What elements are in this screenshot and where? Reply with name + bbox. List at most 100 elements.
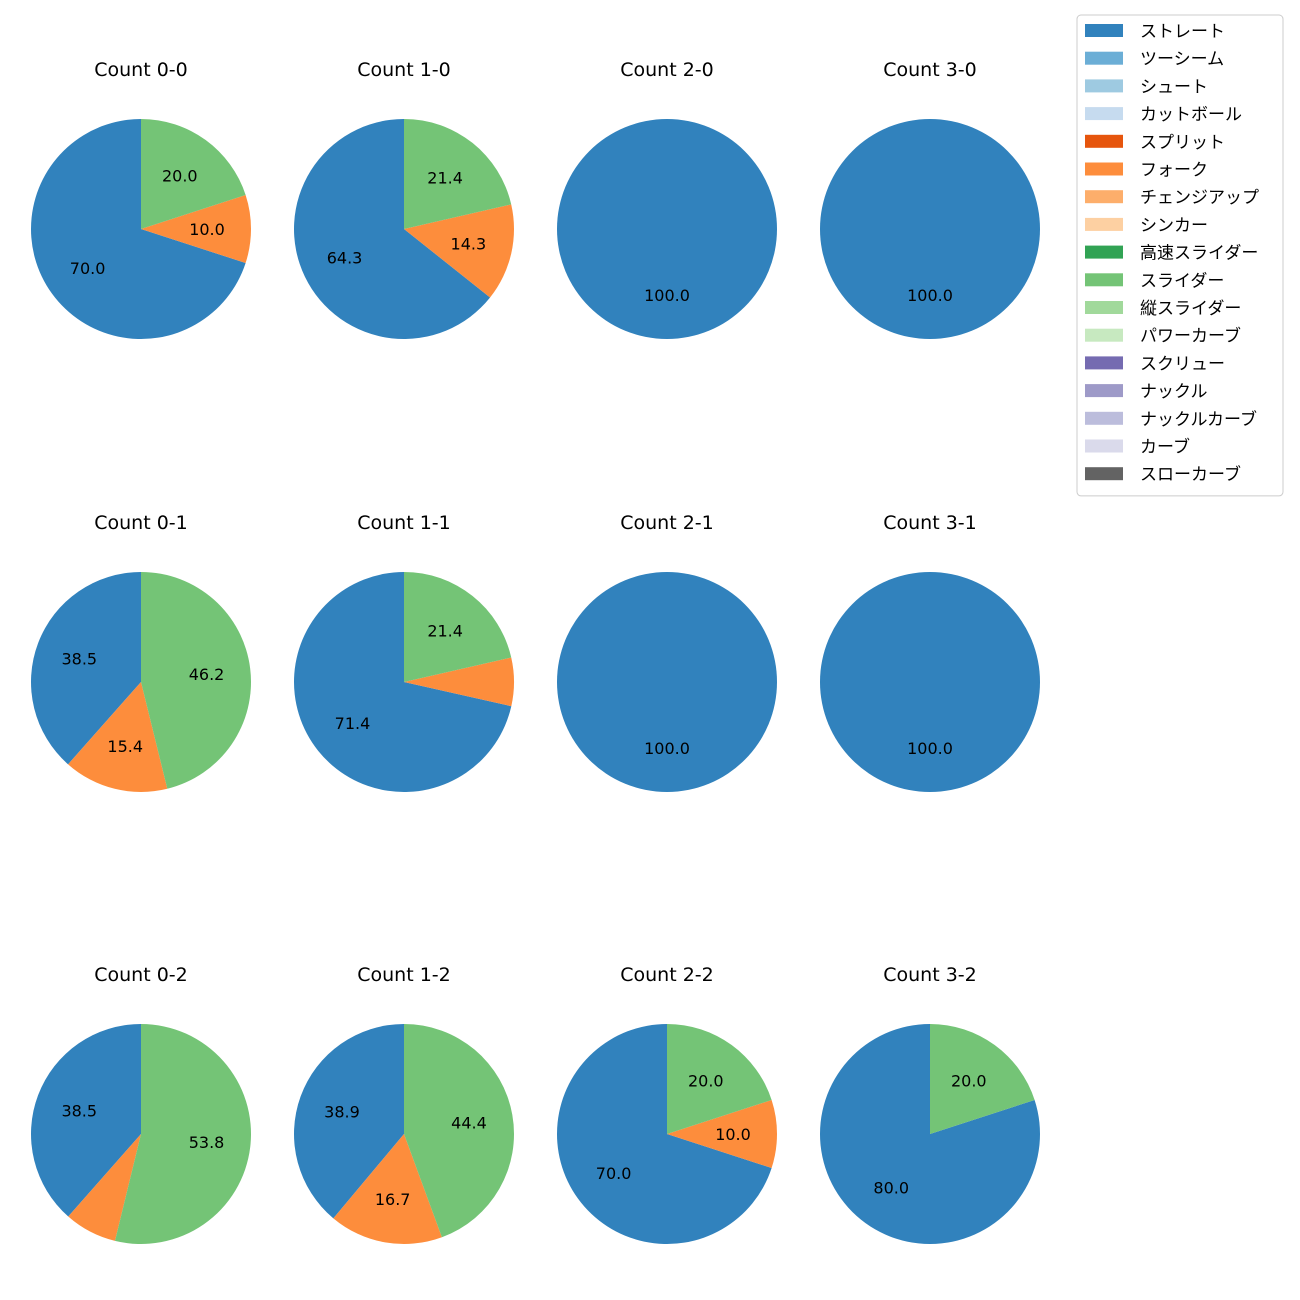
legend-label: 縦スライダー [1140,299,1241,319]
legend-swatch [1085,467,1123,481]
legend-label: シュート [1140,77,1208,97]
legend-swatch [1085,439,1123,453]
pie-slice-label: 16.7 [375,1190,411,1209]
pie-slice-ストレート [557,119,777,339]
legend-swatch [1085,245,1123,259]
legend-item: スクリュー [1085,354,1225,374]
pie-slice-フォーク [68,682,168,792]
pie-count-2-2: Count 2-2 70.0 10.0 20.0 [556,964,777,1244]
pie-count-1-2: Count 1-2 38.9 16.7 44.4 [294,964,515,1244]
legend-item: 縦スライダー [1085,299,1241,319]
pie-slice-label: 46.2 [189,665,225,684]
pie-count-0-1: Count 0-1 38.5 15.4 46.2 [30,512,251,792]
pie-slice-label: 100.0 [907,739,953,758]
legend-label: ストレート [1140,22,1225,42]
pie-slice-スライダー [930,1024,1035,1134]
legend-swatch [1085,411,1123,425]
pie-slice-フォーク [404,657,514,707]
pie-slice-ストレート [293,572,512,792]
pie-slice-label: 21.4 [427,621,463,640]
pie-count-0-0: Count 0-0 70.0 10.0 20.0 [30,59,251,339]
pie-slice-スライダー [667,1024,772,1134]
pie-count-2-1: Count 2-1 100.0 [557,512,777,792]
legend-swatch [1085,384,1123,398]
pie-slice-label: 38.5 [61,650,97,669]
legend: ストレートツーシームシュートカットボールスプリットフォークチェンジアップシンカー… [1076,14,1284,497]
pie-slice-label: 15.4 [107,737,143,756]
legend-swatch [1085,301,1123,314]
pie-slice-ストレート [820,572,1040,792]
legend-item: フォーク [1085,161,1208,181]
legend-label: チェンジアップ [1140,188,1259,208]
pie-slice-label: 70.0 [70,259,106,278]
legend-item: スローカーブ [1085,464,1241,485]
pie-count-1-0: Count 1-0 64.3 14.3 21.4 [294,59,514,339]
legend-label: スクリュー [1140,354,1225,374]
pie-slice-フォーク [667,1100,777,1168]
pie-slice-label: 38.5 [61,1102,97,1121]
legend-swatch [1085,356,1123,370]
pie-count-2-0: Count 2-0 100.0 [557,59,777,339]
pie-title: Count 1-0 [357,59,451,81]
pie-slice-ストレート [30,119,246,339]
legend-swatch [1085,190,1123,204]
pie-title: Count 3-2 [883,964,977,986]
pie-count-1-1: Count 1-1 71.4 21.4 [293,512,514,792]
legend-item: カーブ [1085,437,1190,458]
legend-swatch [1085,24,1123,37]
legend-label: ツーシーム [1140,50,1224,70]
pie-slice-label: 20.0 [688,1072,724,1091]
legend-swatch [1085,51,1123,65]
legend-swatch [1085,162,1123,176]
legend-swatch [1085,79,1123,93]
pie-slice-label: 10.0 [715,1125,751,1144]
pie-slice-ストレート [30,572,141,765]
legend-label: パワーカーブ [1140,326,1241,347]
legend-item: ツーシーム [1085,50,1224,70]
pie-slice-label: 38.9 [324,1102,360,1121]
pie-title: Count 3-1 [883,512,977,534]
pie-charts: Count 0-0 70.0 10.0 20.0 Count 1-0 64.3 14.3 21… [30,59,1040,1245]
pie-count-3-1: Count 3-1 100.0 [820,512,1040,792]
pie-slice-label: 14.3 [451,235,487,254]
pie-title: Count 1-2 [357,964,451,986]
pie-slice-フォーク [333,1134,442,1244]
legend-label: 高速スライダー [1140,244,1258,264]
pie-title: Count 3-0 [883,59,977,81]
pie-slice-label: 20.0 [951,1072,987,1091]
legend-item: パワーカーブ [1085,326,1241,347]
pie-slice-フォーク [141,195,251,263]
pie-slice-label: 100.0 [644,286,690,305]
pie-slice-label: 100.0 [907,286,953,305]
legend-label: カーブ [1140,437,1190,458]
pie-slice-ストレート [557,572,777,792]
legend-frame [1076,14,1284,497]
pie-slice-ストレート [820,119,1040,339]
legend-item: スライダー [1085,271,1224,291]
pie-slice-スライダー [141,119,246,229]
pie-slice-label: 100.0 [644,739,690,758]
pie-slice-フォーク [404,204,514,298]
pie-title: Count 0-2 [94,964,188,986]
pie-slice-label: 70.0 [596,1164,632,1183]
legend-item: チェンジアップ [1085,188,1259,208]
pie-count-0-2: Count 0-2 38.5 53.8 [31,964,251,1244]
pie-count-3-2: Count 3-2 80.0 20.0 [819,964,1040,1245]
pie-title: Count 2-2 [620,964,714,986]
pie-slice-label: 10.0 [189,220,225,239]
pie-slice-スライダー [114,1024,251,1244]
pie-slice-label: 53.8 [189,1133,225,1152]
legend-swatch [1085,107,1123,121]
legend-item: ナックルカーブ [1085,409,1257,430]
pie-slice-ストレート [31,1024,141,1217]
legend-label: フォーク [1140,161,1208,181]
pie-slice-label: 80.0 [873,1178,909,1197]
legend-label: ナックル [1140,382,1208,402]
legend-item: ナックル [1085,382,1208,402]
pie-slice-ストレート [294,119,491,339]
pie-title: Count 2-0 [620,59,714,81]
pie-slice-label: 64.3 [327,249,363,268]
pie-slice-スライダー [404,1024,515,1238]
legend-item: 高速スライダー [1085,244,1258,264]
